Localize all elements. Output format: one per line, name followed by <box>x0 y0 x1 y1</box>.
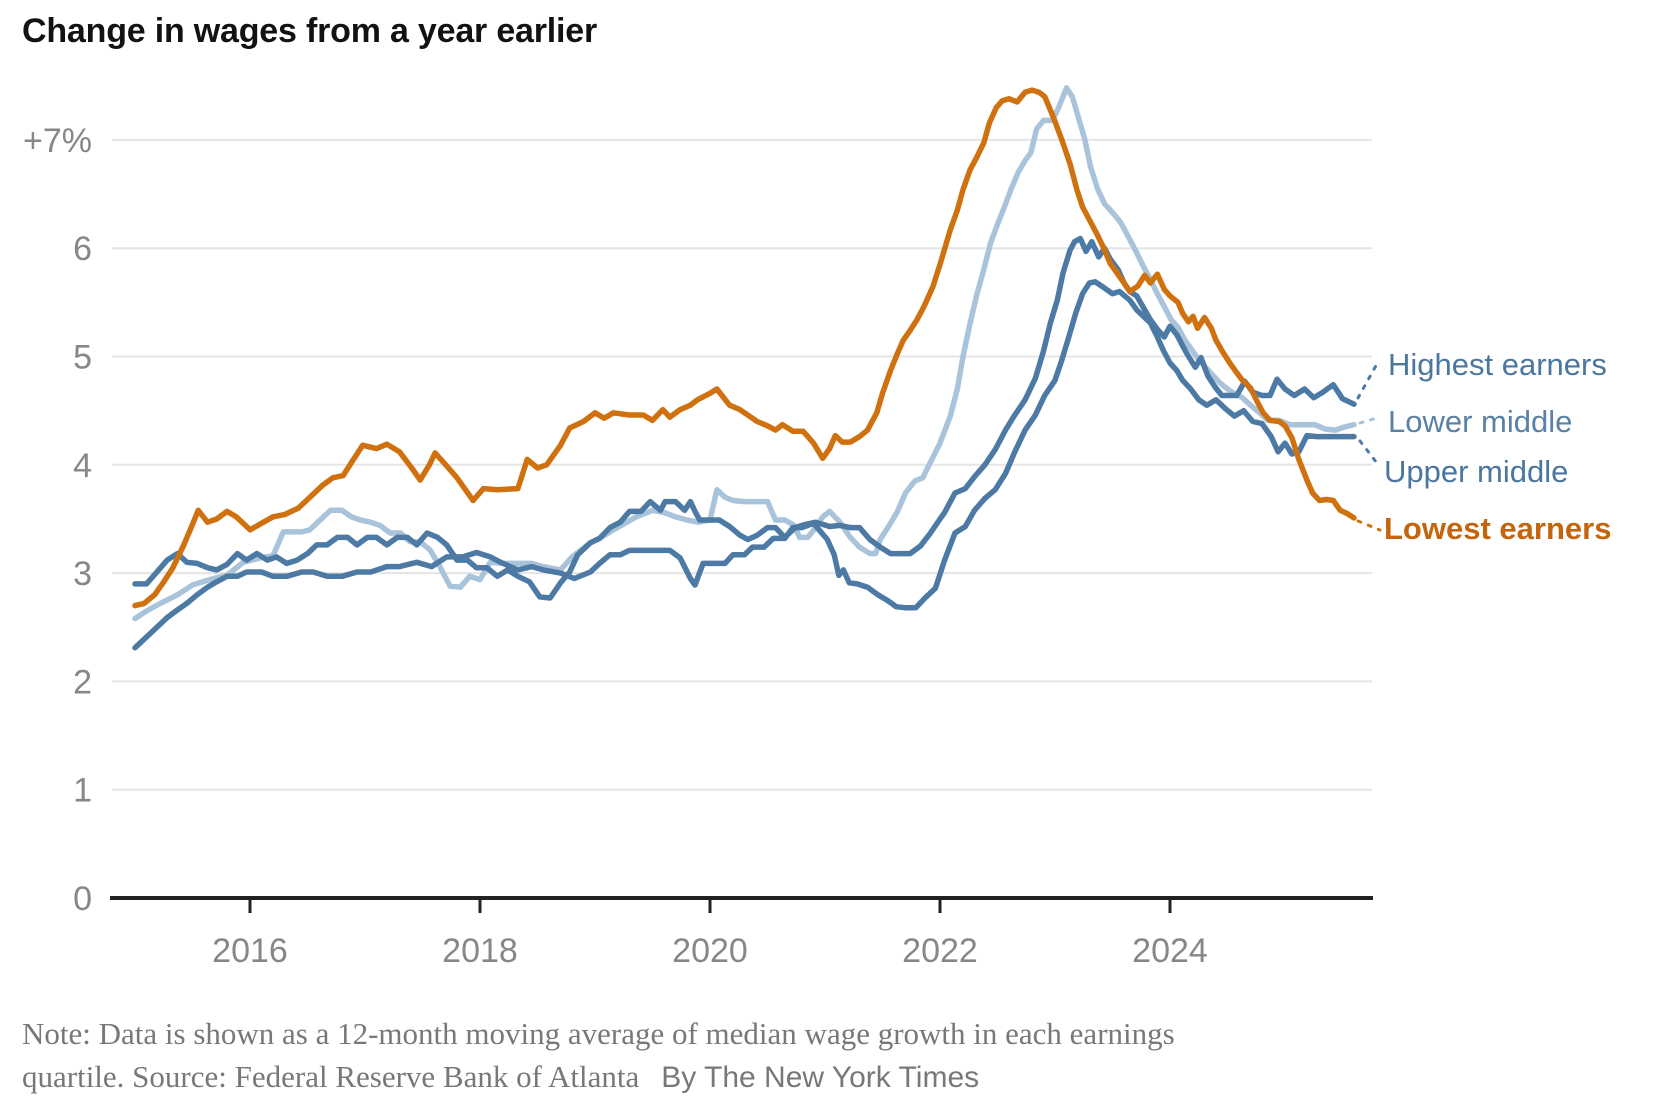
note-line-2: quartile. Source: Federal Reserve Bank o… <box>22 1055 1175 1099</box>
leader-upper-middle <box>1358 439 1382 469</box>
y-axis-label-0: 0 <box>73 880 92 918</box>
x-axis-label-2024: 2024 <box>1132 932 1208 970</box>
x-axis-label-2016: 2016 <box>212 932 288 970</box>
note-source: quartile. Source: Federal Reserve Bank o… <box>22 1059 640 1094</box>
line-upper-middle <box>132 279 1357 651</box>
y-axis-label-5: 5 <box>73 339 92 377</box>
chart-title: Change in wages from a year earlier <box>22 12 598 50</box>
leader-highest-earners <box>1356 360 1380 400</box>
x-axis-label-2022: 2022 <box>902 932 978 970</box>
y-axis-label-7: +7% <box>23 122 92 160</box>
x-axis-label-2018: 2018 <box>442 932 518 970</box>
byline: By The New York Times <box>661 1061 980 1094</box>
line-highest-earners <box>132 235 1357 601</box>
y-axis-label-4: 4 <box>73 447 92 485</box>
line-lowest-earners <box>132 87 1357 609</box>
leader-lowest-earners <box>1356 519 1382 532</box>
legend-label-lower-middle: Lower middle <box>1388 404 1573 439</box>
legend-label-lowest-earners: Lowest earners <box>1384 511 1612 546</box>
y-axis-label-3: 3 <box>73 555 92 593</box>
legend-label-upper-middle: Upper middle <box>1384 454 1569 489</box>
chart-note: Note: Data is shown as a 12-month moving… <box>22 1012 1175 1099</box>
leader-lower-middle <box>1358 415 1382 425</box>
y-axis-label-1: 1 <box>73 772 92 810</box>
legend-label-highest-earners: Highest earners <box>1388 347 1607 382</box>
note-line-1: Note: Data is shown as a 12-month moving… <box>22 1016 1175 1051</box>
x-axis-label-2020: 2020 <box>672 932 748 970</box>
y-axis-label-2: 2 <box>73 663 92 701</box>
y-axis-label-6: 6 <box>73 230 92 268</box>
